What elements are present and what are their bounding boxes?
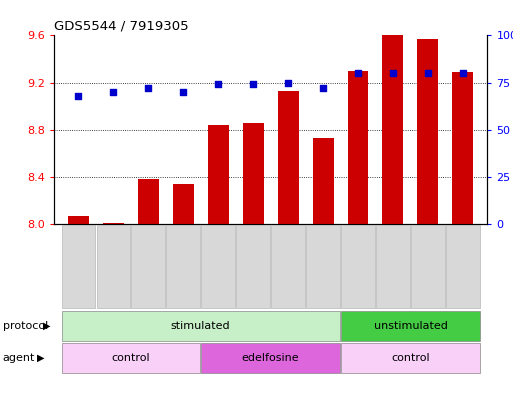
- Point: [459, 70, 467, 76]
- Bar: [103, 223, 124, 224]
- Text: protocol: protocol: [3, 321, 48, 331]
- Text: unstimulated: unstimulated: [373, 321, 447, 331]
- Point: [389, 70, 397, 76]
- Text: control: control: [111, 353, 150, 363]
- Point: [74, 93, 83, 99]
- FancyBboxPatch shape: [341, 225, 375, 308]
- Bar: [418, 39, 439, 224]
- Bar: [173, 184, 194, 224]
- Text: agent: agent: [3, 353, 35, 363]
- Text: ▶: ▶: [37, 353, 45, 363]
- FancyBboxPatch shape: [202, 225, 235, 308]
- FancyBboxPatch shape: [96, 225, 130, 308]
- FancyBboxPatch shape: [166, 225, 200, 308]
- Bar: [452, 72, 473, 224]
- Point: [249, 81, 257, 88]
- FancyBboxPatch shape: [411, 225, 445, 308]
- FancyBboxPatch shape: [202, 343, 340, 373]
- Point: [179, 89, 187, 95]
- Text: GDS5544 / 7919305: GDS5544 / 7919305: [54, 20, 188, 33]
- Bar: [68, 216, 89, 224]
- Bar: [383, 35, 403, 224]
- FancyBboxPatch shape: [236, 225, 270, 308]
- FancyBboxPatch shape: [341, 311, 480, 341]
- Text: stimulated: stimulated: [171, 321, 230, 331]
- Text: ▶: ▶: [43, 321, 50, 331]
- Text: edelfosine: edelfosine: [242, 353, 300, 363]
- Text: control: control: [391, 353, 430, 363]
- FancyBboxPatch shape: [376, 225, 410, 308]
- Bar: [347, 71, 368, 224]
- Bar: [243, 123, 264, 224]
- Point: [109, 89, 117, 95]
- FancyBboxPatch shape: [341, 343, 480, 373]
- Point: [144, 85, 152, 91]
- Point: [319, 85, 327, 91]
- Bar: [138, 179, 159, 224]
- FancyBboxPatch shape: [131, 225, 165, 308]
- Bar: [208, 125, 229, 224]
- Point: [214, 81, 222, 88]
- Point: [284, 79, 292, 86]
- Point: [354, 70, 362, 76]
- FancyBboxPatch shape: [446, 225, 480, 308]
- Bar: [312, 138, 333, 224]
- FancyBboxPatch shape: [62, 311, 340, 341]
- FancyBboxPatch shape: [62, 343, 200, 373]
- Point: [424, 70, 432, 76]
- FancyBboxPatch shape: [271, 225, 305, 308]
- FancyBboxPatch shape: [306, 225, 340, 308]
- Bar: [278, 91, 299, 224]
- FancyBboxPatch shape: [62, 225, 95, 308]
